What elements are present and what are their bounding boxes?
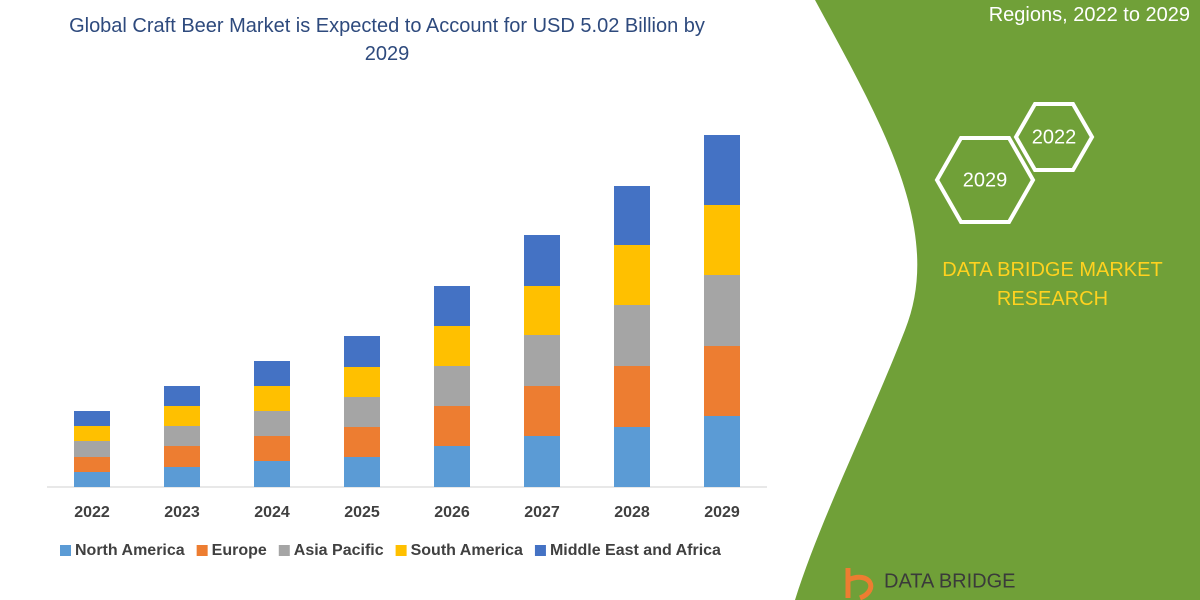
hexagon-label: 2029 xyxy=(963,169,1008,191)
bar-segment xyxy=(74,457,110,472)
hexagon xyxy=(1013,102,1095,172)
bar-segment xyxy=(74,441,110,457)
x-tick-label: 2029 xyxy=(704,504,740,521)
legend-swatch xyxy=(278,545,290,556)
legend-label: North America xyxy=(75,542,185,559)
x-tick-label: 2025 xyxy=(344,504,380,521)
bar-segment xyxy=(344,427,380,457)
bar-segment xyxy=(524,286,560,335)
bar-segment xyxy=(434,286,470,326)
panel-subtitle: Regions, 2022 to 2029 xyxy=(988,4,1190,26)
bar-segment xyxy=(614,245,650,305)
logo-icon xyxy=(845,568,874,600)
bar-segment xyxy=(614,186,650,245)
bar-segment xyxy=(434,406,470,446)
bar-segment xyxy=(344,457,380,487)
bar-segment xyxy=(614,366,650,427)
bar-segment xyxy=(254,361,290,386)
x-tick-label: 2022 xyxy=(74,504,110,521)
bar-segment xyxy=(164,426,200,446)
logo-text: DATA BRIDGE xyxy=(884,570,1016,592)
x-tick-label: 2026 xyxy=(434,504,470,521)
x-tick-label: 2027 xyxy=(524,504,560,521)
chart-title: Global Craft Beer Market is Expected to … xyxy=(69,15,705,65)
legend-swatch xyxy=(196,545,208,556)
bar-segment xyxy=(614,305,650,366)
bar-segment xyxy=(254,461,290,487)
legend-swatch xyxy=(395,545,407,556)
legend-label: South America xyxy=(411,542,523,559)
legend-label: Asia Pacific xyxy=(294,542,384,559)
legend-swatch xyxy=(534,545,546,556)
bar-segment xyxy=(614,427,650,487)
bar-segment xyxy=(704,416,740,487)
bar-segment xyxy=(74,472,110,487)
bar-segment xyxy=(164,467,200,487)
bar-segment xyxy=(344,367,380,397)
bar-segment xyxy=(524,436,560,487)
bar-segment xyxy=(704,135,740,205)
green-panel xyxy=(795,0,1200,600)
bar-segment xyxy=(74,426,110,441)
hexagon-label: 2022 xyxy=(1032,126,1077,148)
bar-segment xyxy=(524,235,560,286)
bar-segment xyxy=(254,436,290,461)
x-tick-label: 2028 xyxy=(614,504,650,521)
bar-segment xyxy=(254,411,290,436)
bar-segment xyxy=(704,346,740,416)
legend-label: Europe xyxy=(212,542,267,559)
bar-segment xyxy=(164,446,200,467)
bar-segment xyxy=(704,275,740,346)
x-tick-label: 2024 xyxy=(254,504,290,521)
bar-segment xyxy=(524,335,560,386)
bar-segment xyxy=(74,411,110,426)
legend-label: Middle East and Africa xyxy=(550,542,721,559)
bar-segment xyxy=(524,386,560,436)
bar-segment xyxy=(434,446,470,487)
bar-segment xyxy=(344,397,380,427)
brand-text: DATA BRIDGE MARKET RESEARCH xyxy=(942,259,1163,310)
bar-segment xyxy=(164,406,200,426)
x-tick-label: 2023 xyxy=(164,504,200,521)
bar-segment xyxy=(704,205,740,275)
bar-segment xyxy=(434,326,470,366)
bar-segment xyxy=(344,336,380,367)
bar-segment xyxy=(254,386,290,411)
hexagon xyxy=(934,136,1036,224)
bar-segment xyxy=(164,386,200,406)
legend-swatch xyxy=(60,545,71,556)
bar-segment xyxy=(434,366,470,406)
